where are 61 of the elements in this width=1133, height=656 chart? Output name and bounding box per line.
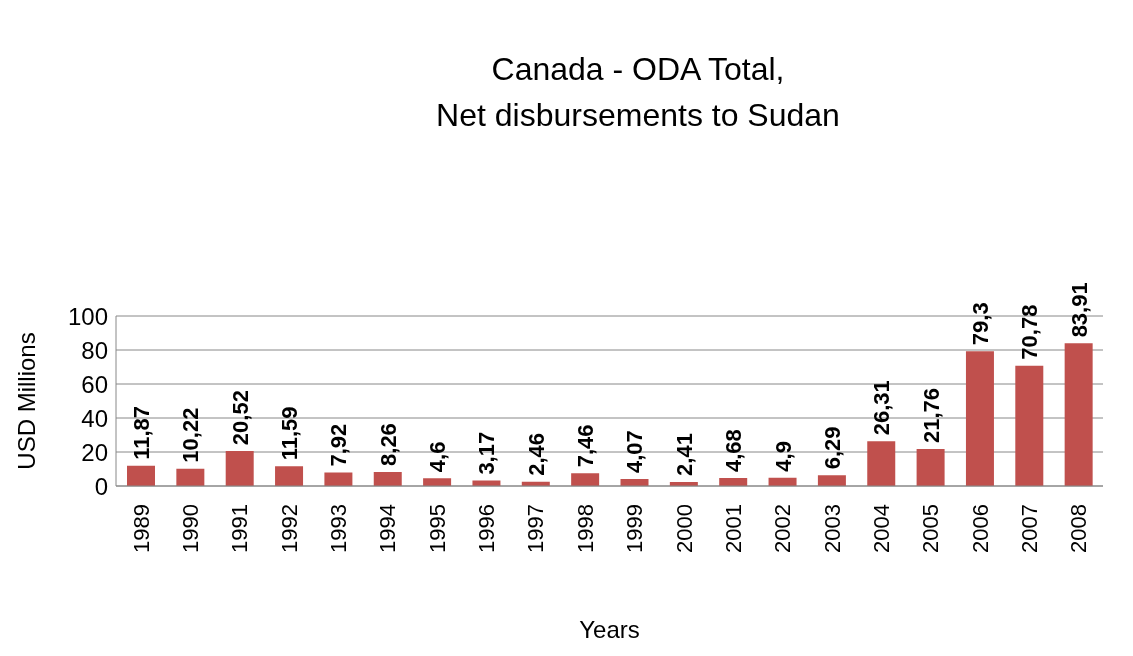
- x-tick-label: 1997: [523, 504, 549, 553]
- x-tick-label: 1995: [424, 504, 450, 553]
- bar: [275, 466, 304, 486]
- bar: [127, 465, 155, 486]
- x-tick-label: 1996: [474, 504, 500, 553]
- bar: [373, 471, 402, 486]
- y-tick-label: 0: [94, 472, 108, 500]
- y-tick-label: 40: [81, 404, 108, 432]
- data-label: 2,46: [523, 432, 549, 476]
- data-label: 11,87: [129, 405, 154, 460]
- data-label: 6,29: [819, 426, 845, 470]
- bar: [1064, 343, 1093, 486]
- data-label: 4,9: [770, 441, 796, 472]
- y-tick-label: 80: [81, 336, 108, 364]
- data-label: 2,41: [671, 433, 697, 476]
- x-tick-label: 2006: [967, 504, 993, 553]
- x-tick-label: 2007: [1016, 504, 1042, 553]
- x-tick-label: 2001: [720, 504, 746, 553]
- bar: [571, 473, 600, 486]
- x-tick-label: 2004: [868, 504, 894, 553]
- data-label: 70,78: [1017, 304, 1043, 360]
- data-label: 10,22: [178, 407, 204, 463]
- x-tick-label: 1989: [128, 504, 154, 553]
- data-label: 4,68: [721, 429, 747, 473]
- data-label: 4,07: [622, 430, 648, 474]
- x-axis-title: Years: [579, 616, 640, 643]
- bar: [176, 468, 205, 486]
- x-tick-label: 2003: [819, 504, 845, 553]
- y-tick-label: 60: [81, 370, 108, 398]
- y-axis-title: USD Millions: [12, 332, 40, 470]
- data-label: 21,76: [918, 387, 944, 444]
- data-label: 20,52: [227, 390, 253, 446]
- y-tick-label: 20: [81, 438, 108, 466]
- x-tick-label: 1990: [178, 504, 204, 553]
- x-tick-label: 1998: [572, 504, 598, 553]
- bar: [817, 475, 846, 486]
- data-label: 83,91: [1066, 282, 1092, 338]
- x-tick-label: 1994: [375, 504, 401, 553]
- x-tick-label: 2002: [770, 504, 796, 553]
- x-tick-label: 1991: [227, 504, 253, 553]
- data-label: 7,92: [326, 423, 352, 467]
- x-tick-label: 1993: [326, 504, 352, 553]
- bar: [1015, 365, 1044, 486]
- x-tick-label: 1992: [276, 504, 302, 553]
- bar: [225, 451, 254, 486]
- data-label: 3,17: [474, 431, 500, 475]
- data-label: 79,3: [967, 302, 993, 346]
- bar: [965, 351, 994, 486]
- x-tick-label: 2000: [671, 504, 697, 553]
- bar: [867, 441, 896, 486]
- x-tick-label: 1999: [622, 504, 648, 553]
- x-tick-label: 2005: [918, 504, 944, 553]
- data-label: 26,31: [869, 380, 895, 436]
- y-tick-label: 100: [67, 302, 108, 330]
- bar: [916, 449, 945, 486]
- x-tick-label: 2008: [1066, 504, 1092, 553]
- chart-title: Canada - ODA Total, Net disbursements to Sudan: [435, 50, 841, 135]
- data-label: 11,59: [277, 406, 303, 461]
- data-label: 4,6: [425, 441, 451, 473]
- data-label: 7,46: [573, 424, 599, 468]
- data-label: 8,26: [375, 423, 401, 466]
